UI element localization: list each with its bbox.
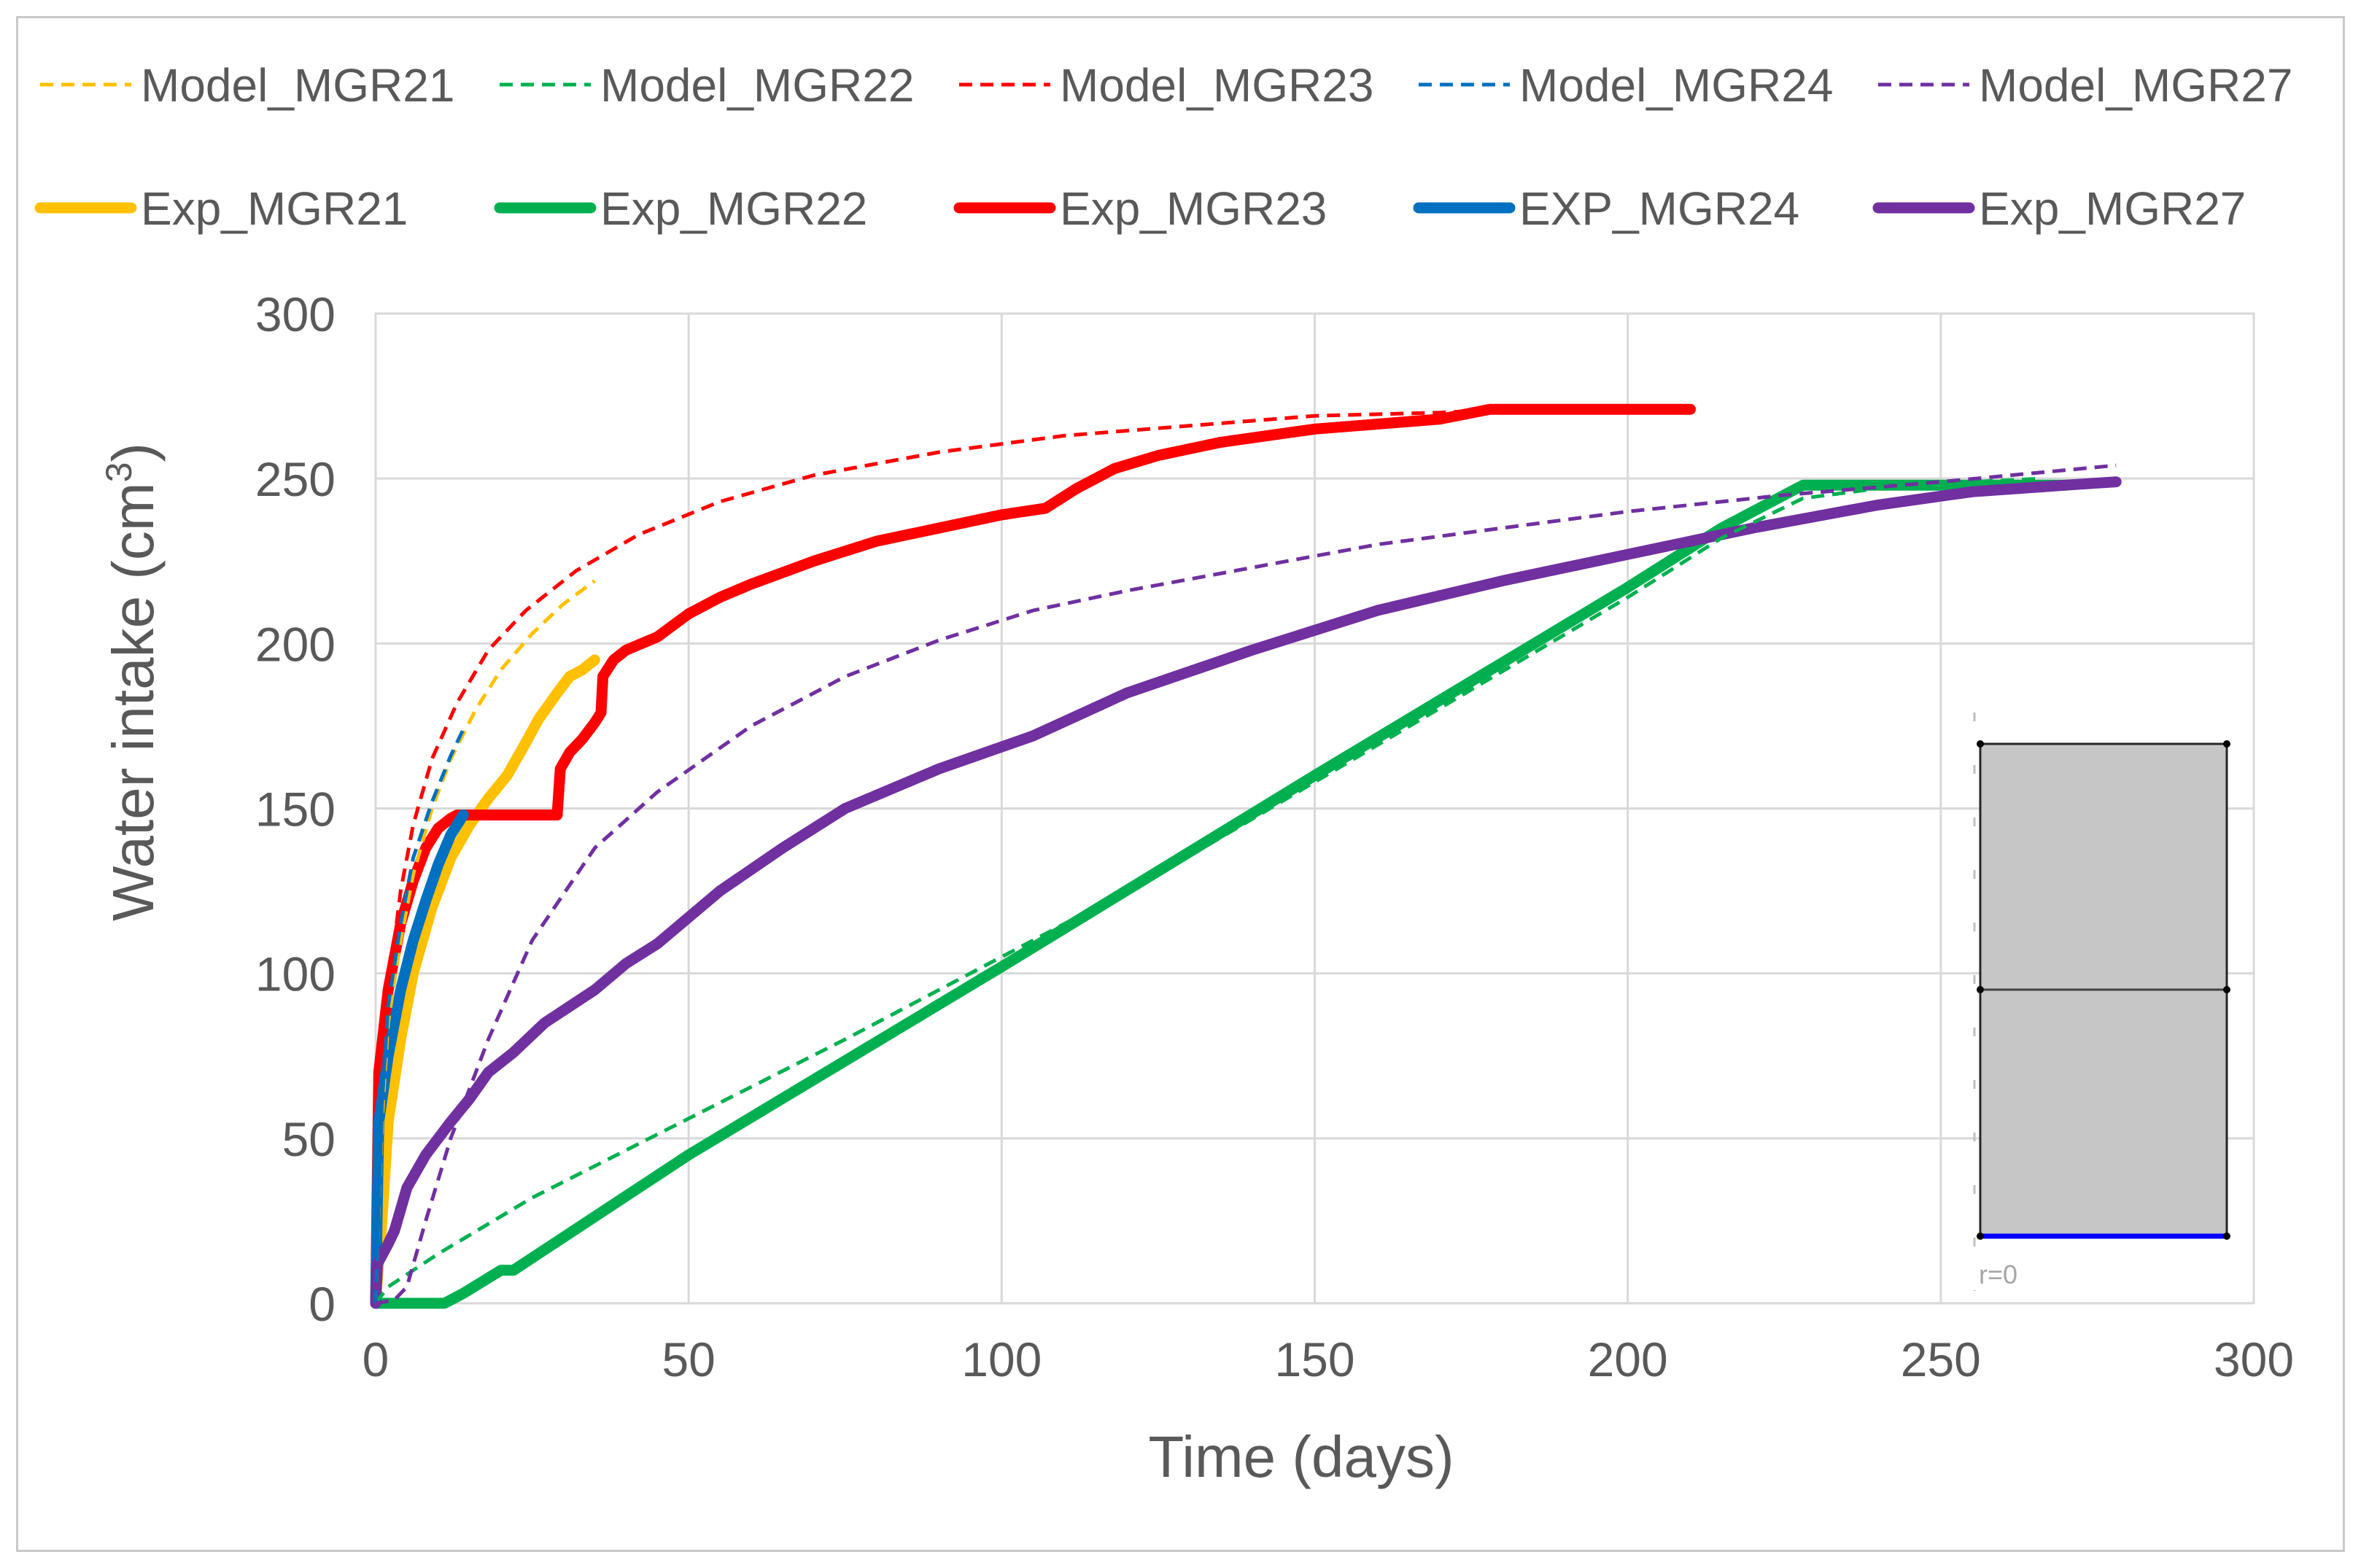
legend-label: Model_MGR27 [1979,59,2292,112]
y-axis-title: Water intake (cm3) [98,443,166,921]
y-tick-label: 150 [255,783,336,837]
y-tick-labels: 0 50 100 150 200 250 300 [255,287,336,1331]
legend-label: Model_MGR21 [141,59,454,112]
y-axis-title-suffix: ) [101,443,166,462]
legend-label: Exp_MGR27 [1979,182,2246,235]
series-line-model-mgr23 [373,407,1503,1304]
inset-label: r=0 [1979,1260,2017,1289]
x-tick-label: 0 [363,1332,389,1386]
x-tick-label: 100 [961,1332,1042,1386]
series-lines [370,403,2122,1309]
plot-area-border [374,312,2255,1305]
gridlines [374,312,2255,1305]
series-line-model-mgr27 [375,463,2117,1305]
inset-node [1977,1233,1984,1240]
x-tick-label: 300 [2214,1332,2294,1386]
inset-geometry: r=0 [1973,713,2230,1291]
inset-node [2223,740,2230,748]
y-tick-label: 300 [255,287,336,341]
y-tick-label: 0 [309,1277,336,1331]
legend-label: EXP_MGR24 [1519,182,1799,235]
x-tick-label: 50 [662,1332,715,1386]
series-line-exp-mgr27 [370,476,2122,1309]
x-tick-labels: 0 50 100 150 200 250 300 [363,1332,2294,1386]
legend-label: Exp_MGR23 [1060,182,1327,235]
inset-node [1977,986,1984,993]
legend-label: Model_MGR23 [1060,59,1373,112]
series-line-model-mgr24 [373,728,465,1304]
y-axis-title-superscript: 3 [98,462,139,483]
inset-node [2223,986,2230,993]
x-tick-label: 250 [1901,1332,1981,1386]
legend-label: Model_MGR22 [600,59,914,112]
y-tick-label: 50 [282,1112,336,1166]
series-line-exp-mgr22 [370,479,2071,1309]
legend: Model_MGR21 Model_MGR22 Model_MGR23 Model_M… [34,59,2292,235]
series-line-exp-mgr24 [370,810,469,1309]
chart-frame: Model_MGR21 Model_MGR22 Model_MGR23 Model_M… [16,16,2345,1552]
y-axis-title-main: Water intake (cm [101,482,166,921]
legend-label: Model_MGR24 [1519,59,1833,112]
y-tick-label: 100 [255,947,336,1001]
inset-node [2223,1233,2230,1240]
x-tick-label: 150 [1274,1332,1354,1386]
series-line-model-mgr22 [374,476,2042,1305]
x-tick-label: 200 [1588,1332,1668,1386]
inset-node [1977,740,1984,748]
series-line-exp-mgr23 [370,403,1696,1309]
chart-svg: Model_MGR21 Model_MGR22 Model_MGR23 Model_M… [34,59,2294,1489]
x-axis-title: Time (days) [1148,1424,1454,1489]
y-tick-label: 200 [255,617,336,671]
y-tick-label: 250 [255,452,336,506]
legend-label: Exp_MGR22 [600,182,867,235]
legend-label: Exp_MGR21 [141,182,408,235]
